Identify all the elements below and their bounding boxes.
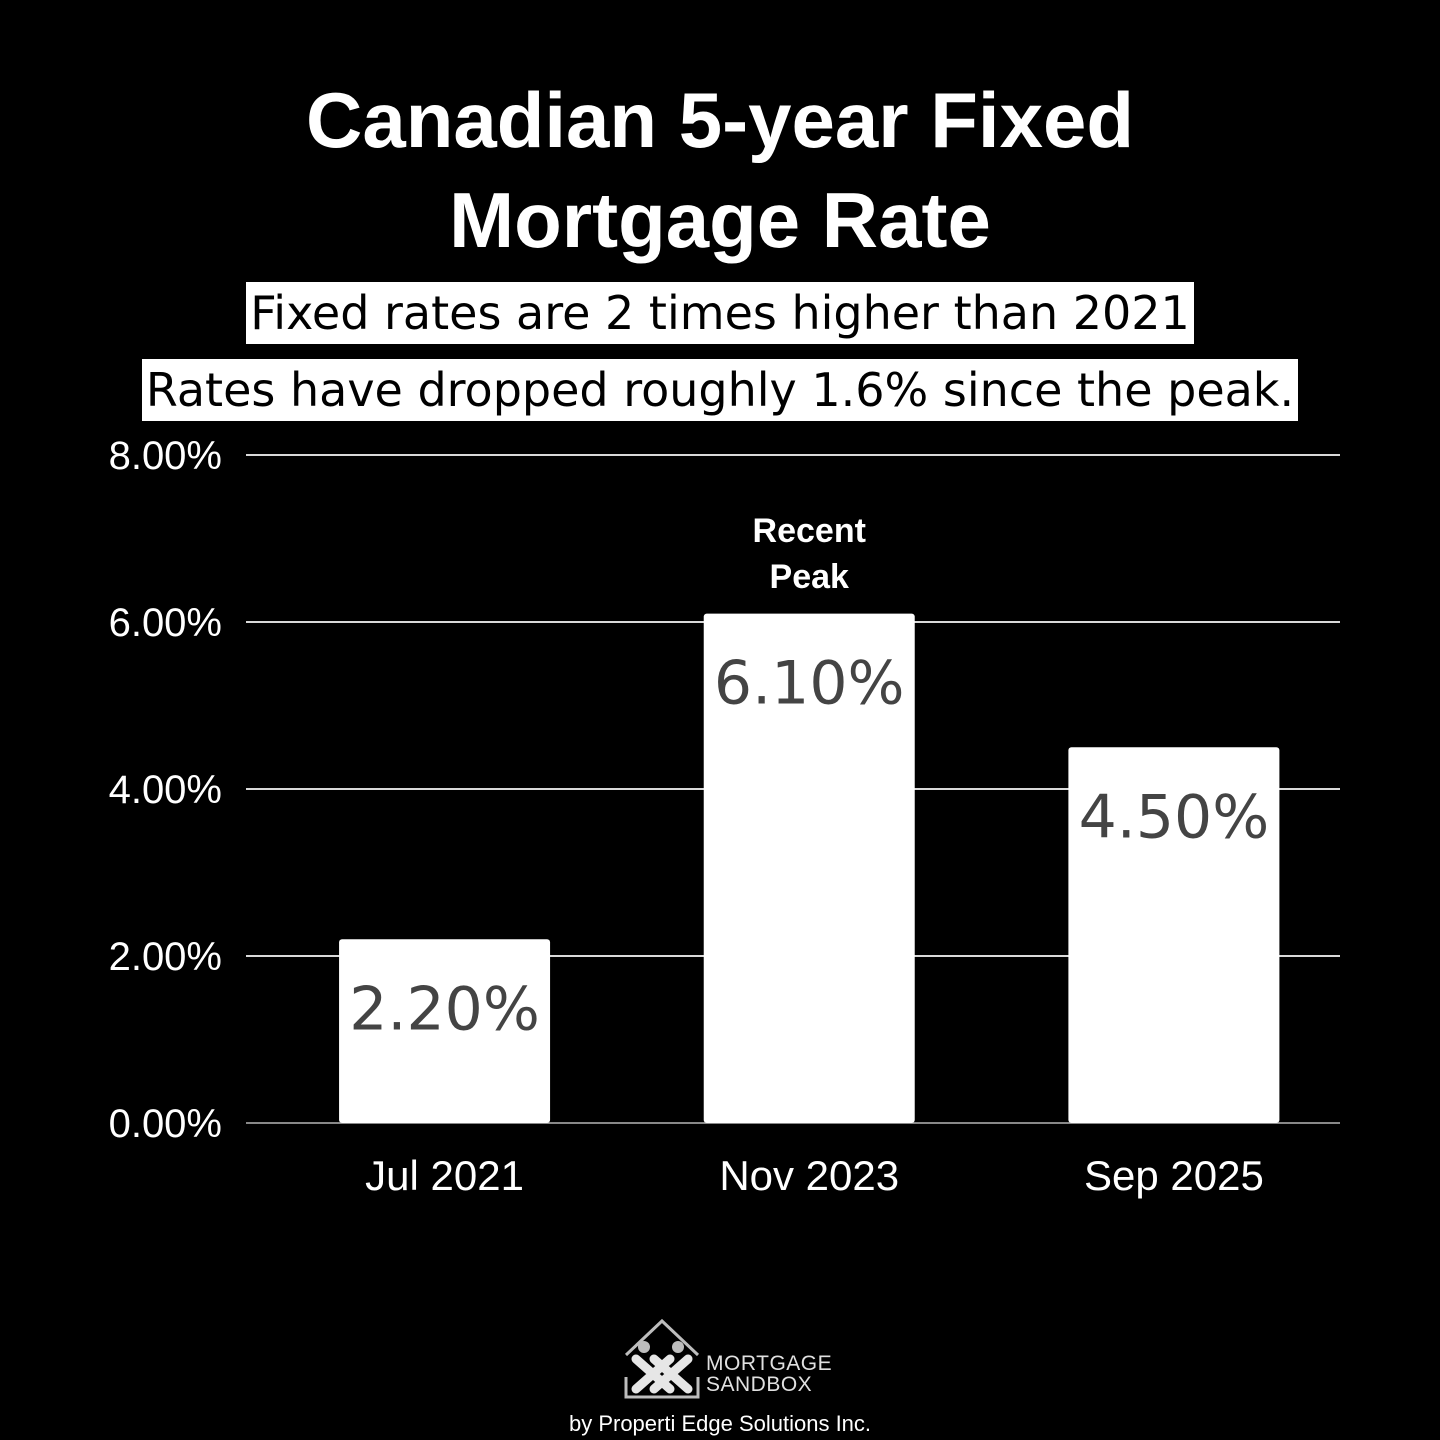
y-tick-label: 4.00% bbox=[109, 768, 222, 812]
y-tick-label: 8.00% bbox=[109, 434, 222, 478]
annotation-text: Recent bbox=[753, 512, 866, 550]
data-label: 6.10% bbox=[714, 649, 905, 719]
data-label: 4.50% bbox=[1079, 782, 1270, 852]
credit-text: by Properti Edge Solutions Inc. bbox=[568, 1411, 872, 1436]
data-label: 2.20% bbox=[349, 974, 540, 1044]
mortgage-sandbox-logo: MORTGAGE SANDBOX bbox=[620, 1315, 833, 1405]
bar bbox=[703, 613, 915, 1123]
logo-text-line-1: MORTGAGE bbox=[706, 1352, 833, 1375]
annotation-text: Peak bbox=[770, 558, 849, 596]
x-tick-label: Sep 2025 bbox=[1084, 1152, 1264, 1199]
logo-text-line-2: SANDBOX bbox=[706, 1373, 813, 1396]
y-tick-label: 0.00% bbox=[109, 1102, 222, 1146]
house-logo-icon bbox=[624, 1318, 700, 1399]
subtitle-1: Fixed rates are 2 times higher than 2021 bbox=[246, 282, 1194, 344]
title-line-2: Mortgage Rate bbox=[449, 176, 991, 264]
subtitle-2: Rates have dropped roughly 1.6% since th… bbox=[141, 359, 1299, 421]
y-tick-label: 6.00% bbox=[109, 601, 222, 645]
chart-title: Canadian 5-year Fixed Mortgage Rate bbox=[0, 70, 1440, 270]
x-tick-label: Jul 2021 bbox=[365, 1152, 524, 1199]
subtitle-2-container: Rates have dropped roughly 1.6% since th… bbox=[0, 359, 1440, 421]
title-line-1: Canadian 5-year Fixed bbox=[306, 76, 1134, 164]
x-tick-label: Nov 2023 bbox=[719, 1152, 899, 1199]
bar bbox=[339, 939, 551, 1123]
y-tick-label: 2.00% bbox=[109, 935, 222, 979]
subtitle-1-container: Fixed rates are 2 times higher than 2021 bbox=[0, 282, 1440, 344]
bar bbox=[1068, 747, 1280, 1123]
